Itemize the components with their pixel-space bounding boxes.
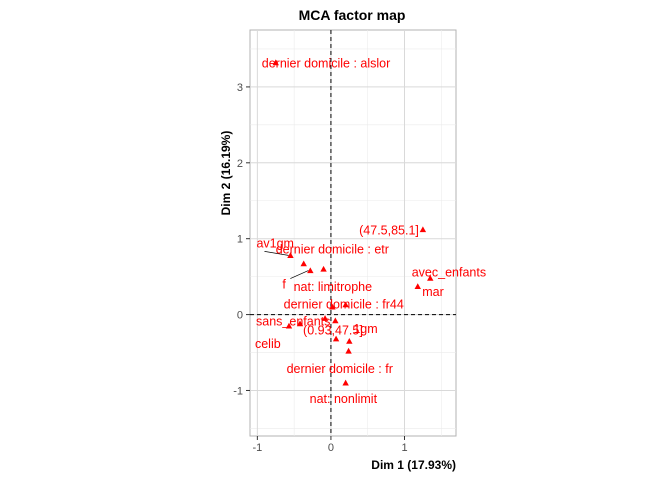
point-labels: dernier domicile : alslor (47.5,85.1] av1g… bbox=[255, 57, 486, 406]
point-label: dernier domicile : fr bbox=[287, 362, 393, 376]
x-tick-label: 1 bbox=[401, 442, 407, 454]
y-tick-label: 1 bbox=[237, 234, 243, 246]
data-point-marker bbox=[346, 337, 353, 344]
x-tick-label: 0 bbox=[328, 442, 334, 454]
point-label: dernier domicile : fr44 bbox=[284, 298, 404, 312]
data-point-marker bbox=[414, 283, 421, 290]
point-label: mar bbox=[422, 285, 444, 299]
data-point-marker bbox=[300, 260, 307, 267]
label-connector-line bbox=[290, 270, 309, 279]
point-label: avec_enfants bbox=[412, 266, 486, 280]
reference-lines bbox=[250, 30, 456, 436]
point-label: 1gm bbox=[353, 322, 377, 336]
y-tick-label: 0 bbox=[237, 310, 243, 322]
data-point-marker bbox=[342, 301, 349, 308]
x-tick-label: -1 bbox=[252, 442, 262, 454]
x-axis-title: Dim 1 (17.93%) bbox=[371, 458, 456, 472]
point-label: (47.5,85.1] bbox=[359, 224, 419, 238]
label-connector-line bbox=[264, 251, 289, 256]
data-point-marker bbox=[329, 303, 336, 310]
point-label: nat: nonlimit bbox=[310, 392, 378, 406]
y-tick-label: -1 bbox=[233, 385, 243, 397]
data-point-marker bbox=[427, 274, 434, 281]
plot-panel bbox=[249, 29, 457, 437]
data-point-marker bbox=[342, 379, 349, 386]
data-point-marker bbox=[307, 267, 314, 274]
data-point-marker bbox=[419, 226, 427, 233]
point-label: celib bbox=[255, 337, 281, 351]
data-point-marker bbox=[332, 317, 339, 324]
data-point-marker bbox=[285, 322, 293, 329]
point-label: f bbox=[282, 278, 286, 292]
data-points bbox=[272, 59, 434, 386]
chart-title: MCA factor map bbox=[299, 7, 406, 23]
axis-ticks: -1 0 1 -1 0 1 2 3 bbox=[233, 82, 407, 454]
data-point-marker bbox=[296, 320, 304, 327]
point-label: sans_enfants bbox=[256, 315, 330, 329]
data-point-marker bbox=[345, 347, 352, 354]
point-label: nat: limitrophe bbox=[294, 280, 373, 294]
point-label: dernier domicile : alslor bbox=[262, 57, 391, 71]
data-point-marker bbox=[320, 265, 327, 272]
y-tick-label: 3 bbox=[237, 82, 243, 94]
y-axis-title: Dim 2 (16.19%) bbox=[219, 131, 233, 216]
data-point-marker bbox=[321, 315, 329, 321]
point-label: dernier domicile : etr bbox=[276, 243, 389, 257]
data-point-marker bbox=[287, 252, 294, 258]
data-point-marker bbox=[332, 335, 340, 342]
label-connectors bbox=[264, 251, 309, 279]
point-label: av1gm bbox=[256, 236, 294, 250]
data-point-marker bbox=[272, 59, 279, 66]
point-label: (0.93,47.5] bbox=[303, 323, 363, 337]
y-tick-label: 2 bbox=[237, 158, 243, 170]
